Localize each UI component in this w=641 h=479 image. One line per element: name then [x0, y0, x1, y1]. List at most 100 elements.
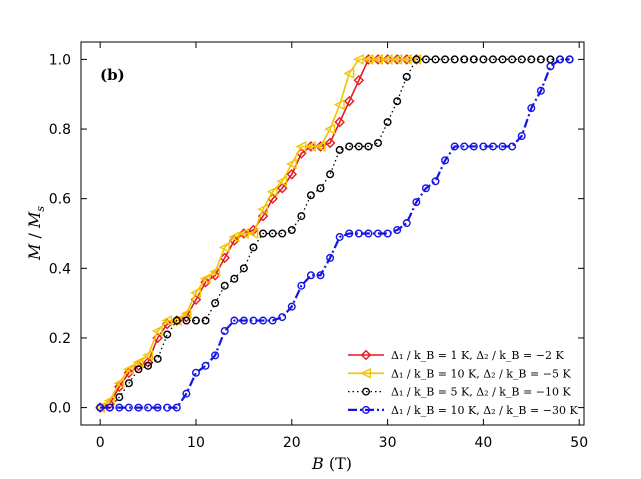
data-point — [402, 72, 411, 81]
data-point — [172, 403, 181, 412]
axis-ticks: 0 10 20 30 40 50 0.0 0.2 0.4 0.6 0.8 1.0 — [49, 42, 588, 451]
data-point — [287, 302, 296, 311]
data-point — [335, 232, 344, 241]
data-point — [460, 142, 469, 151]
data-point — [326, 170, 335, 179]
data-point — [441, 55, 450, 64]
data-point — [285, 158, 297, 170]
data-point — [479, 55, 488, 64]
x-tick-label: 30 — [379, 435, 397, 451]
data-point — [488, 55, 497, 64]
legend-label: Δ₁ / k_B = 10 K, Δ₂ / k_B = −5 K — [391, 367, 571, 380]
data-point — [565, 55, 574, 64]
data-point — [182, 316, 191, 325]
data-point — [153, 354, 162, 363]
data-point — [220, 281, 229, 290]
data-point — [163, 330, 172, 339]
data-point — [374, 229, 383, 238]
data-point — [402, 219, 411, 228]
data-point — [114, 381, 125, 392]
data-point — [211, 299, 220, 308]
data-point — [134, 365, 143, 374]
data-point — [460, 55, 469, 64]
data-point — [412, 198, 421, 207]
data-point — [113, 377, 125, 389]
data-point — [421, 184, 430, 193]
data-point — [180, 308, 192, 320]
data-point — [335, 145, 344, 154]
data-point — [115, 403, 124, 412]
data-point — [536, 55, 545, 64]
data-point — [410, 53, 422, 65]
data-point — [96, 403, 105, 412]
panel-label: (b) — [100, 66, 125, 84]
data-point — [316, 184, 325, 193]
data-point — [257, 203, 269, 215]
data-point — [249, 243, 258, 252]
data-point — [334, 116, 345, 128]
data-point — [479, 142, 488, 151]
data-point — [199, 273, 211, 285]
data-point — [218, 241, 230, 253]
legend-label: Δ₁ / k_B = 5 K, Δ₂ / k_B = −10 K — [391, 386, 571, 399]
data-point — [450, 55, 459, 64]
data-point — [316, 271, 325, 280]
legend-label: Δ₁ / k_B = 1 K, Δ₂ / k_B = −2 K — [391, 349, 564, 362]
data-point — [249, 316, 258, 325]
x-tick-label: 0 — [96, 435, 105, 451]
data-point — [498, 142, 507, 151]
y-tick-label: 0.2 — [49, 331, 71, 347]
x-axis-label: B (T) — [311, 454, 352, 473]
data-point — [333, 99, 345, 111]
data-point — [132, 356, 144, 368]
data-point — [123, 367, 135, 379]
legend: Δ₁ / k_B = 1 K, Δ₂ / k_B = −2 K Δ₁ / k_B … — [348, 349, 578, 417]
data-point — [115, 393, 124, 402]
data-point — [201, 316, 210, 325]
data-point — [153, 403, 162, 412]
data-point — [276, 175, 288, 187]
data-point — [469, 55, 478, 64]
legend-label: Δ₁ / k_B = 10 K, Δ₂ / k_B = −30 K — [391, 404, 578, 417]
legend-marker — [360, 349, 372, 361]
data-point — [268, 229, 277, 238]
legend-marker — [362, 387, 371, 396]
data-point — [343, 67, 355, 79]
data-point — [220, 326, 229, 335]
data-point — [248, 224, 259, 236]
data-point — [517, 55, 526, 64]
data-point — [297, 281, 306, 290]
data-point — [345, 229, 354, 238]
data-point — [259, 229, 268, 238]
data-point — [230, 274, 239, 283]
data-point — [412, 55, 421, 64]
data-point — [124, 403, 133, 412]
data-point — [163, 403, 172, 412]
data-point — [383, 229, 392, 238]
data-point — [353, 75, 365, 86]
legend-marker — [360, 367, 371, 379]
data-point — [345, 142, 354, 151]
data-point — [209, 266, 221, 278]
data-point — [151, 325, 163, 337]
data-point — [287, 226, 296, 235]
data-point — [268, 316, 277, 325]
data-point — [201, 361, 210, 370]
data-point — [239, 264, 248, 273]
data-point — [134, 403, 143, 412]
data-point — [556, 55, 565, 64]
x-tick-label: 50 — [570, 435, 588, 451]
legend-entry: Δ₁ / k_B = 5 K, Δ₂ / k_B = −10 K — [348, 386, 571, 399]
data-point — [266, 186, 278, 198]
data-point — [498, 55, 507, 64]
data-point — [314, 141, 326, 152]
data-point — [276, 182, 288, 194]
data-point — [228, 231, 240, 243]
data-point — [517, 132, 526, 141]
data-point — [354, 142, 363, 151]
data-point — [469, 142, 478, 151]
plot-frame — [80, 41, 585, 426]
y-axis-label: M / Ms — [25, 206, 47, 261]
data-point — [527, 55, 536, 64]
data-point — [191, 316, 200, 325]
